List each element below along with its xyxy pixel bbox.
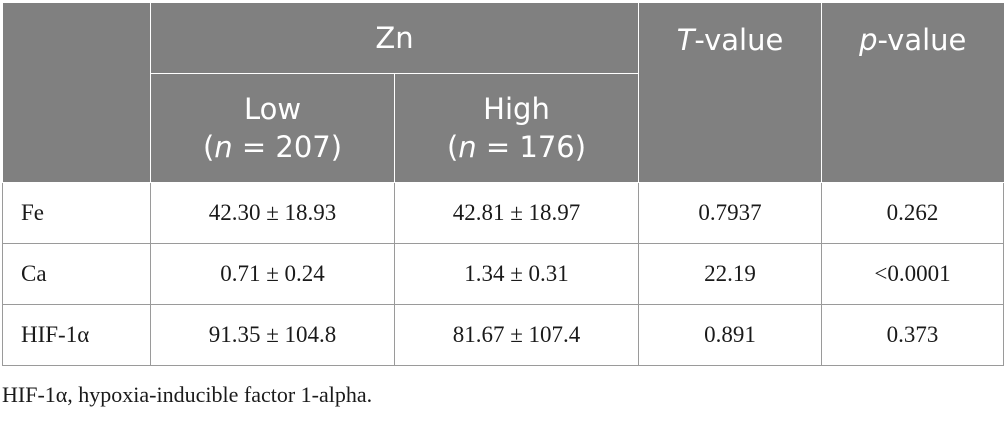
cell-hif-p: 0.373 <box>821 304 1004 366</box>
row-label-fe: Fe <box>2 182 151 244</box>
high-label: High <box>483 92 550 126</box>
table-footnote: HIF-1α, hypoxia-inducible factor 1-alpha… <box>2 382 373 407</box>
table-row: Ca 0.71 ± 0.24 1.34 ± 0.31 22.19 <0.0001 <box>2 243 1004 305</box>
table-body: Fe 42.30 ± 18.93 42.81 ± 18.97 0.7937 0.… <box>2 182 1004 366</box>
table-header: Zn T-value p-value Low (n = 207) High (n… <box>2 2 1004 183</box>
table-row: HIF-1α 91.35 ± 104.8 81.67 ± 107.4 0.891… <box>2 304 1004 366</box>
t-value-header: T-value <box>638 2 822 183</box>
cell-fe-t: 0.7937 <box>638 182 822 244</box>
stub-header-cell <box>2 2 151 183</box>
cell-ca-t: 22.19 <box>638 243 822 305</box>
low-n-symbol: n <box>214 130 233 164</box>
p-value-header: p-value <box>821 2 1004 183</box>
high-n-open: ( <box>446 130 459 164</box>
cell-ca-p: <0.0001 <box>821 243 1004 305</box>
table-row: Fe 42.30 ± 18.93 42.81 ± 18.97 0.7937 0.… <box>2 182 1004 244</box>
cell-fe-low: 42.30 ± 18.93 <box>150 182 395 244</box>
cell-ca-high: 1.34 ± 0.31 <box>394 243 639 305</box>
p-value-symbol: p <box>859 23 878 57</box>
cell-hif-t: 0.891 <box>638 304 822 366</box>
high-zn-header: High (n = 176) <box>394 73 639 183</box>
low-label: Low <box>243 92 302 126</box>
cell-fe-high: 42.81 ± 18.97 <box>394 182 639 244</box>
row-label-hif: HIF-1α <box>2 304 151 366</box>
high-n-symbol: n <box>458 130 477 164</box>
t-value-symbol: T <box>676 23 695 57</box>
low-n-value: = 207) <box>232 130 343 164</box>
row-label-ca: Ca <box>2 243 151 305</box>
cell-hif-high: 81.67 ± 107.4 <box>394 304 639 366</box>
cell-hif-low: 91.35 ± 104.8 <box>150 304 395 366</box>
t-value-suffix: -value <box>694 23 784 57</box>
cell-ca-low: 0.71 ± 0.24 <box>150 243 395 305</box>
p-value-suffix: -value <box>877 23 967 57</box>
high-n-value: = 176) <box>476 130 587 164</box>
low-n-open: ( <box>202 130 215 164</box>
low-zn-header: Low (n = 207) <box>150 73 395 183</box>
cell-fe-p: 0.262 <box>821 182 1004 244</box>
zn-group-header: Zn <box>150 2 639 74</box>
results-table: Zn T-value p-value Low (n = 207) High (n… <box>2 2 1004 366</box>
